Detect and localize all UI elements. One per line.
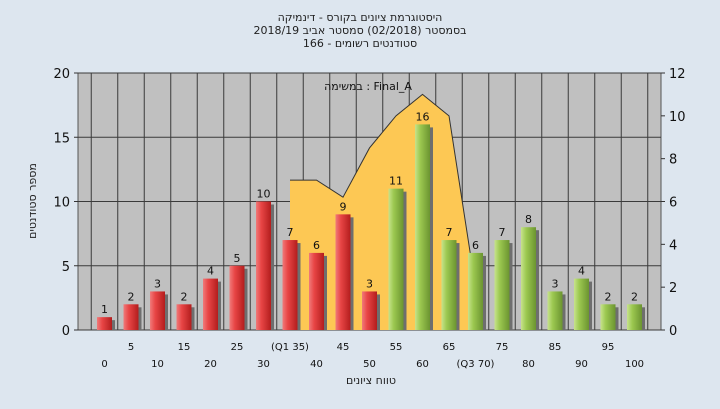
bar-75: [494, 240, 510, 330]
bar-value-label: 8: [525, 213, 532, 226]
chart-registered-count: סטודנטים רשומים - 166: [303, 37, 417, 50]
bar-value-label: 11: [389, 175, 403, 188]
bar-20: [203, 278, 218, 330]
y-tick-label: 15: [53, 131, 70, 146]
y2-tick-label: 2: [669, 281, 677, 296]
y2-tick-label: 6: [669, 196, 677, 211]
x-tick-label: 10: [151, 359, 164, 370]
x-tick-label: 60: [416, 359, 429, 370]
y-axis-right: 0 2 4 6 8 10 12: [661, 67, 686, 339]
x-tick-label: (Q1 35): [271, 342, 309, 353]
bar-0: [97, 317, 112, 330]
x-tick-label: 20: [204, 359, 217, 370]
bar-(Q1 35): [282, 240, 298, 330]
y2-tick-label: 0: [669, 324, 677, 339]
x-tick-label: 75: [496, 342, 509, 353]
y2-tick-label: 8: [669, 153, 677, 168]
bar-15: [176, 304, 192, 330]
bar-(Q3 70): [468, 252, 483, 330]
bar-80: [521, 227, 536, 330]
bar-25: [229, 265, 245, 330]
x-tick-label: 95: [602, 342, 615, 353]
y-tick-label: 0: [62, 324, 70, 339]
bar-value-label: 7: [287, 226, 294, 239]
y2-tick-label: 4: [669, 238, 677, 253]
bar-60: [415, 124, 430, 331]
bar-value-label: 3: [552, 277, 559, 290]
x-tick-label: 25: [231, 342, 244, 353]
quartile-band-outline: [290, 93, 476, 288]
bar-value-label: 7: [446, 226, 453, 239]
bar-65: [441, 240, 457, 330]
bar-value-label: 3: [366, 277, 373, 290]
bar-value-label: 9: [340, 200, 347, 213]
bar-value-label: 1: [101, 303, 108, 316]
bars: [97, 124, 645, 331]
x-tick-label: 100: [625, 359, 644, 370]
bar-value-label: 10: [257, 188, 271, 201]
bar-value-label: 4: [207, 265, 214, 278]
y-axis-left: 0 5 10 15 20: [53, 67, 78, 339]
bar-10: [150, 291, 165, 330]
y2-tick-label: 12: [669, 67, 686, 82]
x-tick-label: 0: [101, 359, 107, 370]
y-tick-label: 20: [53, 67, 70, 82]
x-tick-label: 15: [178, 342, 191, 353]
bar-labels: 1 2 3 2 4 5 10 7 6 9 3 11 16 7 6 7 8 3 4 2 2: [101, 110, 638, 316]
bar-100: [627, 304, 642, 330]
bar-value-label: 7: [499, 226, 506, 239]
x-tick-label: 85: [549, 342, 562, 353]
y-tick-label: 5: [62, 260, 70, 275]
bar-value-label: 16: [416, 110, 430, 123]
x-tick-label: 50: [363, 359, 376, 370]
bar-55: [388, 188, 404, 330]
x-tick-label: 40: [310, 359, 323, 370]
x-tick-label: 55: [390, 342, 403, 353]
bar-30: [256, 201, 271, 330]
y-axis-label: מספר סטודנטים: [26, 163, 39, 239]
x-tick-label: 5: [128, 342, 134, 353]
bar-value-label: 6: [313, 239, 320, 252]
bar-85: [547, 291, 563, 330]
bar-value-label: 5: [234, 252, 241, 265]
bar-value-label: 2: [605, 290, 612, 303]
bar-value-label: 6: [472, 239, 479, 252]
chart-subtitle: בסמסטר (02/2018) סמסטר אביב 2018/19: [253, 24, 466, 37]
x-tick-label: (Q3 70): [457, 359, 495, 370]
bar-value-label: 2: [631, 290, 638, 303]
bar-value-label: 3: [154, 277, 161, 290]
assignment-annotation: במשימה : Final_A: [324, 80, 412, 93]
x-tick-label: 65: [443, 342, 456, 353]
bar-90: [574, 278, 589, 330]
bar-value-label: 2: [181, 290, 188, 303]
bar-45: [335, 214, 351, 330]
x-axis-label: טווח ציונים: [346, 374, 396, 387]
x-tick-label: 30: [257, 359, 270, 370]
y-tick-label: 10: [53, 196, 70, 211]
x-tick-label: 45: [337, 342, 350, 353]
bar-5: [123, 304, 139, 330]
bar-95: [600, 304, 616, 330]
y2-tick-label: 10: [669, 110, 686, 125]
bar-value-label: 4: [578, 265, 585, 278]
x-tick-label: 90: [575, 359, 588, 370]
bar-50: [362, 291, 377, 330]
bar-40: [309, 252, 324, 330]
bar-value-label: 2: [128, 290, 135, 303]
chart-title: היסטוגרמת ציונים בקורס - דינמיקה: [278, 11, 443, 24]
x-axis: 0 5 10 15 20 25 30(Q1 35)40 45 50 55 60 65(Q3 70)75…: [101, 342, 644, 370]
x-tick-label: 80: [522, 359, 535, 370]
